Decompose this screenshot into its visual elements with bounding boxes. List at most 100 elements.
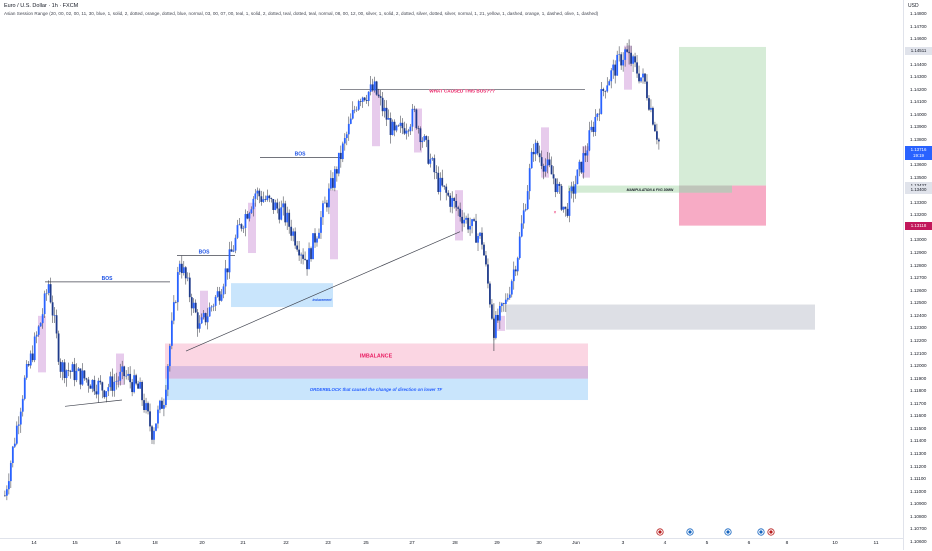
candle-body: [622, 59, 625, 66]
candle-body: [180, 263, 183, 274]
candle-body: [168, 345, 171, 367]
price-tick-label: 1.13900: [910, 124, 927, 130]
candle-body: [632, 56, 634, 64]
candle-body: [347, 123, 350, 135]
price-axis[interactable]: USD 1.148001.147001.146001.145001.144001…: [903, 0, 932, 550]
price-tick-label: 1.14600: [910, 36, 927, 42]
fvg-zone: [568, 185, 732, 193]
candle-body: [29, 353, 32, 366]
gray-zone: [506, 304, 815, 330]
candle-body: [240, 224, 243, 229]
session-box: [38, 315, 46, 373]
price-tick-label: 1.12500: [910, 300, 927, 306]
candle-body: [184, 267, 187, 279]
price-tick-label: 1.11600: [910, 413, 927, 419]
candle-body: [63, 362, 66, 379]
price-tick-label: 1.11100: [910, 476, 926, 482]
chart-area[interactable]: BOS BOS BOS WHAT CAUSED THIS BOS??? IMBALANC…: [0, 0, 903, 538]
candle-body: [113, 381, 116, 391]
candle-body: [479, 232, 481, 237]
candle-body: [49, 284, 52, 303]
candle-body: [624, 49, 627, 60]
price-tick-label: 1.11500: [910, 425, 927, 431]
candle-body: [186, 277, 189, 279]
candle-body: [246, 214, 249, 219]
candle-body: [572, 186, 575, 194]
candle-body: [467, 217, 469, 230]
candle-body: [222, 286, 225, 295]
indicator-line[interactable]: Asian Session Range (20, 00, 02, 00, 11,…: [4, 11, 599, 16]
candle-body: [328, 188, 330, 208]
candle-body: [163, 404, 165, 409]
candle-body: [596, 113, 599, 117]
price-tick-label: 1.13600: [910, 162, 927, 168]
candle-body: [630, 52, 632, 64]
price-tick-label: 1.11200: [910, 463, 927, 469]
candle-body: [516, 258, 519, 272]
candle-body: [550, 165, 553, 175]
time-axis[interactable]: 14 15 16 18 20 21 22 23 25 27 28 29 30 Jun 3 4 5 6 8 10 11: [0, 538, 903, 551]
candle-body: [618, 54, 621, 55]
candle-body: [401, 122, 404, 129]
candle-body: [314, 233, 316, 243]
candle-body: [33, 336, 36, 361]
candle-body: [391, 121, 394, 135]
candle-body: [254, 193, 257, 199]
take-profit-zone: [679, 46, 766, 186]
candle-body: [576, 169, 579, 185]
candle-body: [129, 373, 132, 383]
time-tick-label: 8: [785, 541, 789, 546]
candle-body: [228, 249, 231, 273]
candle-body: [481, 232, 483, 245]
candle-body: [441, 177, 444, 186]
candle-body: [610, 70, 613, 82]
candle-body: [95, 391, 98, 395]
candle-body: [500, 303, 503, 307]
candle-body: [594, 116, 597, 132]
candle-body: [421, 140, 424, 143]
candle-body: [658, 139, 660, 142]
candle-body: [51, 302, 54, 316]
session-box: [330, 190, 338, 260]
candle-body: [123, 366, 126, 377]
price-tick-label: 1.14300: [910, 74, 927, 80]
candle-body: [300, 254, 302, 256]
candle-body: [415, 109, 418, 129]
candle-body: [353, 109, 356, 111]
inducement-zone: [231, 283, 333, 308]
candle-body: [47, 284, 50, 293]
price-tick-label: 1.12000: [910, 363, 927, 369]
candle-body: [528, 168, 531, 192]
candle-body: [508, 294, 511, 298]
time-tick-label: 28: [452, 541, 458, 546]
candle-body: [324, 202, 326, 204]
candle-body: [588, 130, 591, 151]
candle-body: [31, 353, 34, 361]
candle-body: [592, 126, 595, 132]
candle-body: [45, 292, 48, 294]
candle-body: [335, 169, 338, 174]
candle-body: [506, 297, 509, 300]
candle-body: [385, 107, 388, 120]
candle-body: [192, 302, 195, 309]
session-box: [497, 315, 505, 331]
candle-body: [530, 151, 533, 169]
candle-body: [284, 203, 287, 223]
trendline: [185, 231, 461, 352]
candle-body: [475, 220, 477, 243]
candle-body: [286, 212, 289, 223]
candle-body: [333, 169, 336, 188]
session-box: [541, 127, 549, 178]
price-tick-label: 1.12900: [910, 250, 927, 255]
candle-body: [256, 190, 259, 194]
candle-body: [558, 183, 561, 186]
candle-body: [53, 315, 56, 316]
candle-body: [133, 375, 136, 393]
candle-body: [89, 385, 92, 389]
candle-body: [471, 219, 473, 226]
candle-body: [646, 81, 648, 99]
price-chart[interactable]: BOS BOS BOS WHAT CAUSED THIS BOS??? IMBALANC…: [0, 0, 903, 538]
candle-body: [320, 217, 322, 233]
candle-body: [616, 54, 619, 76]
candle-body: [308, 248, 310, 270]
